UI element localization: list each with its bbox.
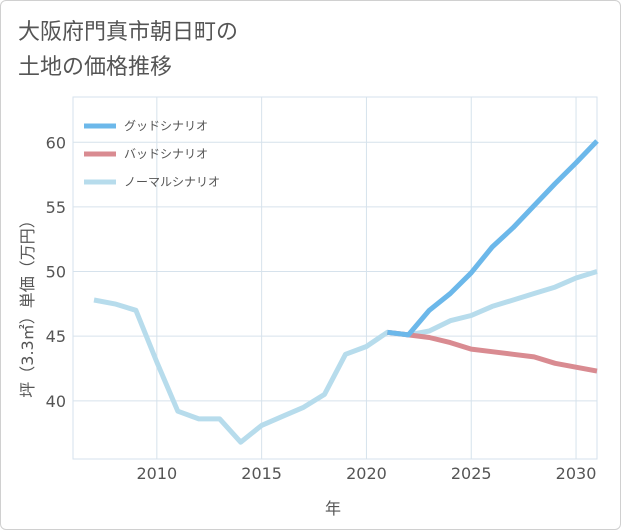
x-tick-label: 2030: [556, 464, 597, 483]
y-tick-label: 55: [46, 198, 66, 217]
y-tick-label: 40: [46, 392, 66, 411]
legend-label: バッドシナリオ: [124, 147, 208, 161]
grid-lines: [72, 96, 598, 460]
y-axis-label: 坪（3.3㎡）単価（万円）: [18, 212, 37, 397]
y-tick-label: 45: [46, 327, 66, 346]
legend-label: グッドシナリオ: [124, 119, 208, 133]
x-tick-label: 2015: [241, 464, 282, 483]
chart-title: 大阪府門真市朝日町の 土地の価格推移: [18, 20, 239, 80]
x-tick-label: 2010: [136, 464, 177, 483]
series-line-2: [93, 269, 598, 445]
legend-label: ノーマルシナリオ: [124, 175, 220, 189]
series-line-0: [387, 139, 599, 338]
axis-ticks: 2010 2015 2020 2025 2030 40 45 50 55 60: [46, 133, 597, 483]
series-lines: [93, 139, 599, 445]
x-tick-label: 2025: [451, 464, 492, 483]
y-tick-label: 60: [46, 133, 66, 152]
y-tick-label: 50: [46, 263, 66, 282]
plot-frame: [72, 96, 598, 460]
x-axis-label: 年: [325, 499, 341, 518]
x-tick-label: 2020: [346, 464, 387, 483]
series-line-1: [387, 329, 598, 374]
